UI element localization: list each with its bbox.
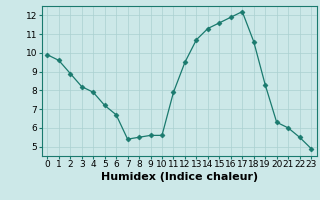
X-axis label: Humidex (Indice chaleur): Humidex (Indice chaleur) (100, 172, 258, 182)
